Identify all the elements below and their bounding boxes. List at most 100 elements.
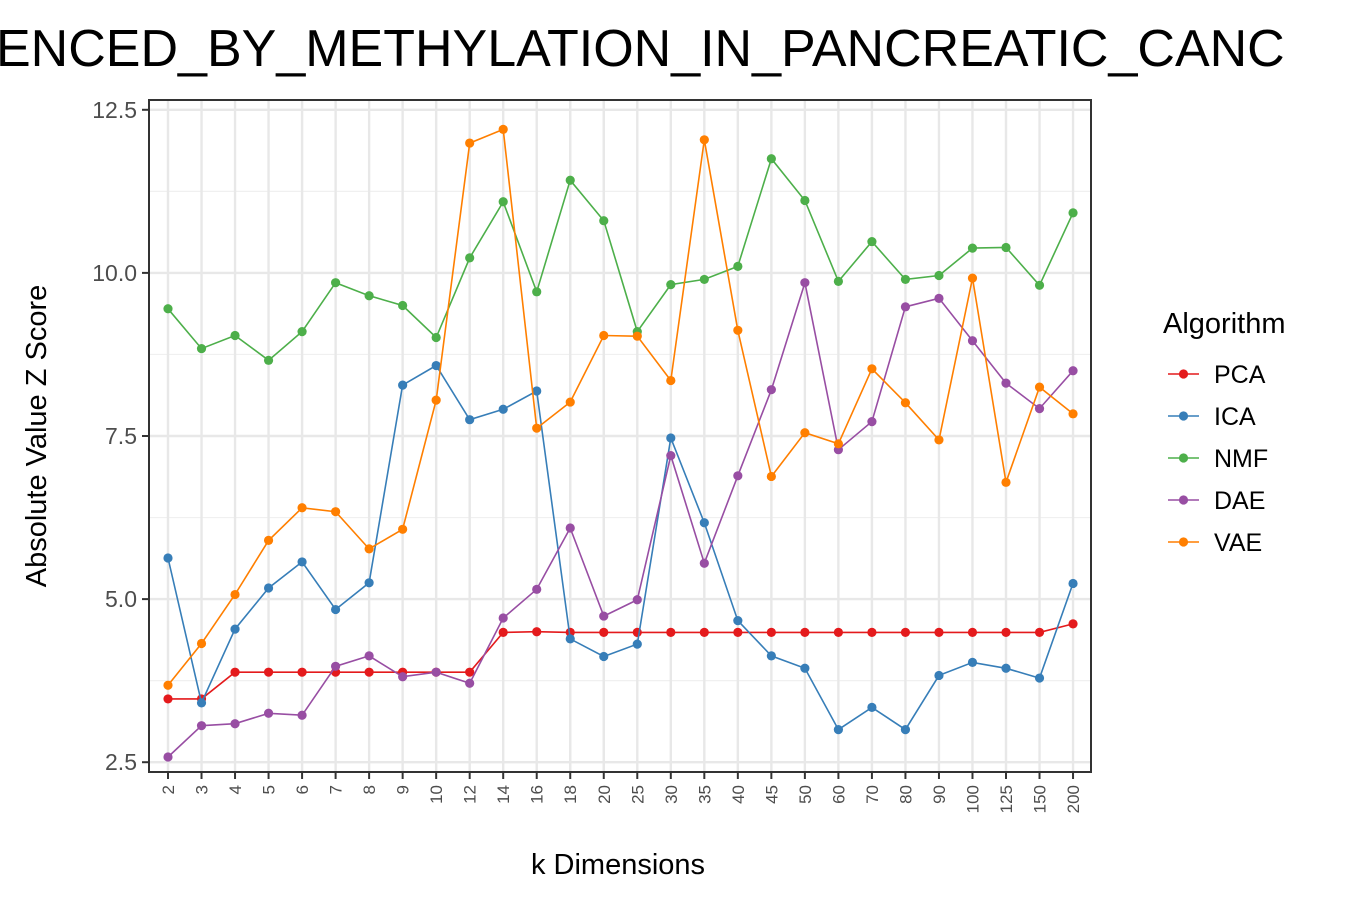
legend-key-point	[1178, 495, 1189, 505]
x-tick-label: 14	[494, 785, 513, 804]
data-point	[800, 278, 810, 288]
data-point	[1001, 242, 1011, 253]
data-point	[498, 404, 508, 414]
data-point	[263, 708, 274, 718]
data-point	[867, 417, 877, 427]
data-point	[565, 397, 575, 407]
data-point	[331, 661, 341, 671]
legend-title: Algorithm	[1163, 308, 1286, 340]
data-point	[766, 651, 776, 661]
series-line-ica	[167, 364, 1074, 731]
x-tick-label: 6	[293, 785, 312, 794]
data-point	[766, 154, 776, 164]
legend-label: PCA	[1214, 361, 1266, 389]
data-point	[263, 667, 274, 677]
y-tick-label: 2.5	[105, 749, 137, 775]
data-point	[431, 360, 441, 371]
data-point	[196, 698, 207, 708]
x-tick-label: 80	[896, 785, 915, 804]
y-tick-label: 7.5	[105, 423, 137, 449]
data-point	[1034, 627, 1045, 637]
grid-major	[149, 100, 1091, 772]
data-point	[163, 752, 173, 762]
data-point	[699, 627, 709, 637]
data-point	[967, 336, 978, 346]
x-tick-label: 25	[628, 785, 647, 804]
data-point	[498, 627, 508, 637]
x-tick-label: 100	[963, 785, 982, 813]
x-tick-label: 10	[427, 785, 446, 804]
legend-key-point	[1178, 537, 1189, 547]
data-point	[766, 471, 776, 482]
data-point	[1068, 409, 1078, 419]
x-axis: 2 3 4 5 6 7 8 9 10 12 14 16 18 20 25 30 35 40 45 50 60 70 80 90…	[159, 772, 1083, 813]
x-tick-label: 9	[394, 785, 413, 794]
data-point	[230, 330, 240, 341]
data-point	[599, 611, 609, 621]
x-tick-label: 50	[796, 785, 815, 804]
data-point	[431, 395, 441, 405]
data-point	[900, 302, 911, 312]
legend: Algorithm PCA ICA NMF DAE VAE	[1163, 308, 1286, 557]
data-point	[1001, 627, 1011, 637]
data-point	[532, 584, 542, 594]
legend-label: NMF	[1214, 445, 1268, 473]
data-point	[599, 330, 609, 341]
data-point	[666, 627, 676, 637]
data-point	[532, 423, 542, 433]
x-tick-label: 8	[360, 785, 379, 794]
data-point	[431, 667, 441, 677]
x-tick-label: 45	[762, 785, 781, 804]
data-point	[733, 616, 743, 626]
data-point	[1034, 382, 1045, 392]
x-tick-label: 4	[226, 785, 245, 794]
x-tick-label: 7	[327, 785, 346, 794]
series-line-nmf	[167, 157, 1074, 362]
data-point	[1034, 280, 1045, 290]
x-tick-label: 20	[595, 785, 614, 804]
x-tick-label: 3	[193, 785, 212, 794]
legend-key-point	[1178, 369, 1189, 379]
data-point	[666, 280, 676, 290]
data-point	[1068, 366, 1078, 376]
data-point	[465, 667, 475, 677]
data-point	[666, 450, 676, 461]
legend-label: DAE	[1214, 487, 1265, 515]
data-point	[331, 507, 341, 517]
x-tick-label: 35	[695, 785, 714, 804]
data-point	[398, 380, 408, 390]
data-point	[196, 721, 207, 731]
data-point	[967, 627, 978, 637]
data-point	[398, 300, 408, 311]
x-tick-label: 90	[930, 785, 949, 804]
data-point	[934, 270, 944, 281]
legend-item-pca: PCA	[1168, 361, 1266, 389]
data-point	[833, 439, 844, 449]
series-vae	[163, 124, 1078, 690]
x-tick-label: 150	[1031, 785, 1050, 813]
data-point	[632, 639, 642, 649]
x-tick-label: 200	[1064, 785, 1083, 813]
data-point	[733, 627, 743, 637]
x-axis-title: k Dimensions	[531, 849, 705, 881]
data-point	[364, 291, 374, 301]
data-point	[1001, 477, 1011, 487]
data-point	[699, 558, 709, 568]
y-tick-label: 12.5	[92, 97, 137, 123]
data-point	[599, 216, 609, 226]
data-point	[800, 627, 810, 637]
x-tick-label: 2	[159, 785, 178, 794]
data-point	[364, 651, 374, 661]
data-point	[398, 524, 408, 534]
data-point	[699, 135, 709, 145]
legend-item-dae: DAE	[1168, 487, 1265, 515]
data-point	[800, 428, 810, 438]
data-point	[565, 523, 575, 533]
data-point	[465, 138, 475, 148]
data-point	[699, 274, 709, 285]
data-point	[465, 415, 475, 425]
data-point	[1068, 578, 1078, 589]
legend-item-nmf: NMF	[1168, 445, 1268, 473]
data-point	[498, 124, 508, 134]
